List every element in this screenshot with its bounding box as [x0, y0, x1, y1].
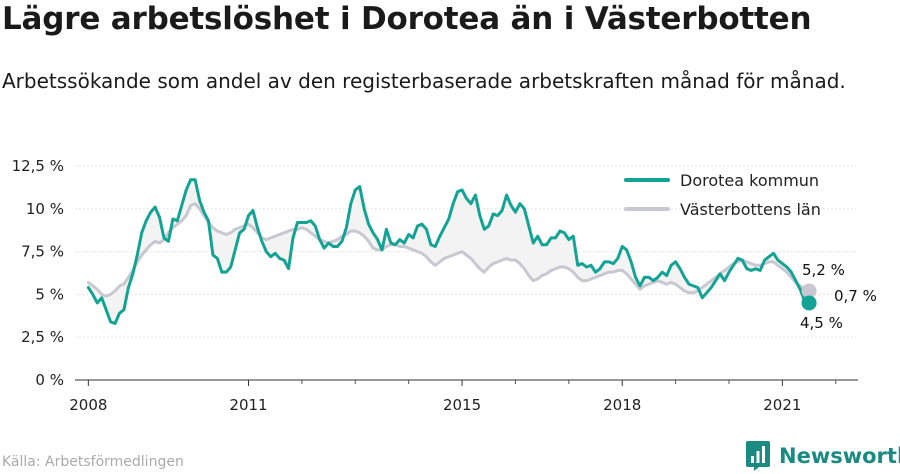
x-tick-label: 2015: [443, 396, 481, 414]
chart-subtitle: Arbetssökande som andel av den registerb…: [2, 69, 846, 93]
y-tick-label: 10 %: [26, 200, 64, 218]
brand-name: Newsworthy: [779, 444, 900, 468]
gridlines: [75, 165, 858, 381]
series-line-dorotea: [86, 178, 811, 326]
chart-title: Lägre arbetslöshet i Dorotea än i Väster…: [2, 1, 812, 37]
legend-label-dorotea: Dorotea kommun: [680, 171, 819, 190]
legend: Dorotea kommun Västerbottens län: [624, 171, 821, 219]
end-markers: [801, 283, 817, 311]
annotation-dorotea-end: 4,5 %: [800, 314, 843, 332]
legend-label-vasterbotten: Västerbottens län: [680, 200, 821, 219]
series-lines: [86, 178, 811, 326]
source-note: Källa: Arbetsförmedlingen: [2, 454, 184, 470]
x-axis: 2008 2011 2015 2018 2021: [69, 380, 837, 414]
end-annotations: 5,2 % 0,7 % 4,5 %: [800, 261, 877, 332]
y-tick-label: 5 %: [35, 285, 64, 303]
y-tick-label: 7,5 %: [21, 243, 64, 261]
y-tick-label: 12,5 %: [12, 157, 64, 175]
y-axis-labels: 0 % 2,5 % 5 % 7,5 % 10 % 12,5 %: [12, 157, 64, 389]
x-tick-label: 2021: [763, 396, 801, 414]
gap-area-fill: [88, 179, 810, 324]
end-marker-vasterbotten: [801, 283, 817, 299]
y-tick-label: 2,5 %: [21, 328, 64, 346]
bar-chart-logo-icon: [746, 441, 770, 471]
x-tick-label: 2011: [229, 396, 267, 414]
y-tick-label: 0 %: [35, 371, 64, 389]
x-tick-label: 2008: [69, 396, 107, 414]
brand-logo: Newsworthy: [745, 440, 900, 472]
annotation-vasterbotten-end: 5,2 %: [802, 261, 845, 279]
x-tick-label: 2018: [603, 396, 641, 414]
annotation-difference: 0,7 %: [834, 287, 877, 305]
end-marker-dorotea: [801, 295, 817, 311]
gap-area: [88, 179, 810, 324]
